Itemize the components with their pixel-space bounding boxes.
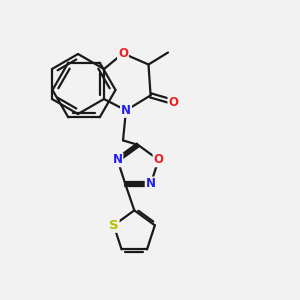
Text: O: O [154,153,164,166]
Text: N: N [146,178,156,190]
Text: N: N [112,153,122,166]
Text: N: N [121,104,131,117]
Text: O: O [118,47,128,60]
Text: S: S [109,219,118,232]
Text: O: O [168,95,178,109]
